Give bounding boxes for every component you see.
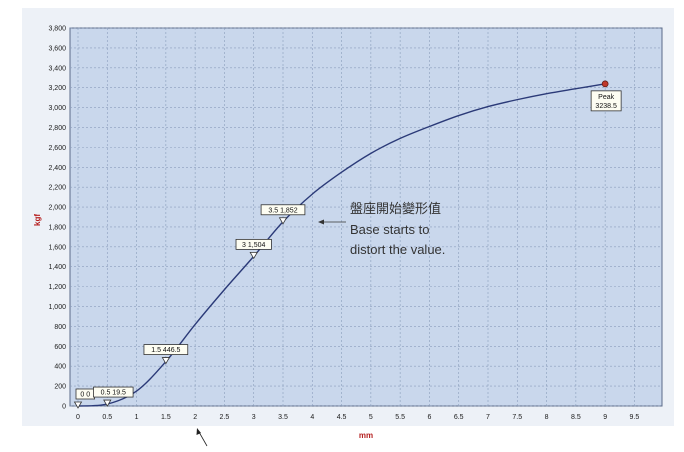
- pointer-arrow-line: [198, 431, 208, 447]
- peak-marker: Peak 3238.5: [590, 80, 622, 112]
- annotation-line-1: 盤座開始變形值: [350, 201, 441, 216]
- y-tick-label: 2,800: [48, 125, 66, 132]
- x-tick-label: 4.5: [337, 414, 347, 421]
- y-tick-label: 1,000: [48, 304, 66, 311]
- peak-label-value: 3238.5: [595, 103, 617, 110]
- x-tick-label: 3.5: [278, 414, 288, 421]
- data-point-label: 0 0: [80, 392, 90, 399]
- y-tick-label: 600: [54, 344, 66, 351]
- y-tick-label: 2,200: [48, 185, 66, 192]
- y-tick-label: 3,600: [48, 45, 66, 52]
- y-tick-label: 800: [54, 324, 66, 331]
- y-tick-label: 1,200: [48, 284, 66, 291]
- y-tick-label: 2,400: [48, 165, 66, 172]
- x-tick-label: 2: [193, 414, 197, 421]
- x-tick-label: 9: [603, 414, 607, 421]
- x-tick-label: 8: [545, 414, 549, 421]
- data-point-label: 1.5 446.5: [151, 347, 180, 354]
- x-axis-ticks: 0 0.5 1 1.5 2 2.5 3 3.5 4 4.5 5 5.5 6 6.5 7 7.5 8 8.5 9 9.5: [76, 414, 639, 421]
- x-tick-label: 9.5: [630, 414, 640, 421]
- peak-label-title: Peak: [598, 94, 614, 101]
- data-point-label-box: [235, 238, 272, 250]
- y-tick-label: 2,600: [48, 145, 66, 152]
- data-point-label-box: [260, 204, 306, 216]
- x-tick-label: 1: [135, 414, 139, 421]
- data-point-marker: [278, 217, 288, 225]
- data-point-label-box: [93, 386, 134, 398]
- x-tick-label: 3: [252, 414, 256, 421]
- pointer-arrow-head: [196, 428, 201, 435]
- y-tick-label: 1,400: [48, 264, 66, 271]
- x-tick-label: 0.5: [102, 414, 112, 421]
- y-tick-label: 3,800: [48, 26, 66, 33]
- peak-label-box: [590, 90, 622, 112]
- y-tick-label: 3,200: [48, 85, 66, 92]
- data-point-label: 3.5 1,852: [268, 207, 297, 214]
- x-tick-label: 7: [486, 414, 490, 421]
- data-point-marker: [249, 251, 258, 260]
- annotation-arrow-head: [318, 219, 324, 225]
- y-tick-label: 400: [54, 364, 66, 371]
- y-tick-label: 1,800: [48, 224, 66, 231]
- y-axis-ticks: 0 200 400 600 800 1,000 1,200 1,400 1,600 1,800 2,…: [48, 26, 66, 411]
- x-tick-label: 6: [427, 414, 431, 421]
- data-point-marker: [73, 401, 83, 409]
- data-markers: 0 0 0.5 19.5 1.5 446.5 3 1,504 3.5 1,852: [73, 204, 306, 409]
- peak-point: [601, 80, 609, 88]
- x-tick-label: 4: [310, 414, 314, 421]
- y-axis-label: kgf: [33, 214, 42, 226]
- y-tick-label: 3,000: [48, 105, 66, 112]
- data-point-marker: [103, 399, 112, 407]
- data-point-label: 3 1,504: [242, 242, 265, 249]
- x-tick-label: 5.5: [395, 414, 405, 421]
- y-tick-label: 1,600: [48, 244, 66, 251]
- annotation-line-2: Base starts to: [350, 222, 429, 237]
- y-tick-label: 0: [62, 404, 66, 411]
- data-point-label-box: [143, 344, 189, 355]
- y-tick-label: 200: [54, 384, 66, 391]
- data-point-label: 0.5 19.5: [101, 390, 126, 397]
- y-tick-label: 3,400: [48, 65, 66, 72]
- x-tick-label: 8.5: [571, 414, 581, 421]
- x-tick-label: 7.5: [512, 414, 522, 421]
- annotation-line-3: distort the value.: [350, 242, 445, 257]
- x-tick-label: 6.5: [454, 414, 464, 421]
- x-tick-label: 2.5: [220, 414, 230, 421]
- x-tick-label: 1.5: [161, 414, 171, 421]
- x-axis-label: mm: [359, 431, 373, 440]
- x-tick-label: 0: [76, 414, 80, 421]
- data-point-marker: [161, 357, 171, 365]
- x-tick-label: 5: [369, 414, 373, 421]
- grid-lines: [70, 27, 662, 407]
- y-tick-label: 2,000: [48, 205, 66, 212]
